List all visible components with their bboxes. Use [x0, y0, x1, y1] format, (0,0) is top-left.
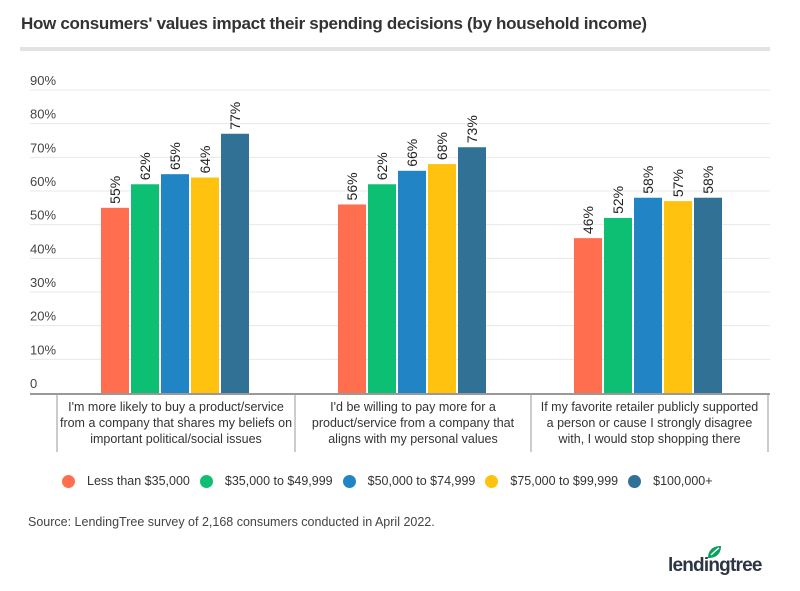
category-label-line: aligns with my personal values	[328, 432, 498, 446]
bar	[338, 204, 366, 393]
y-tick-label: 0	[30, 376, 37, 391]
legend-label: $100,000+	[653, 474, 713, 488]
lendingtree-logo: lendingtree	[668, 545, 773, 577]
bar-chart: 0 10% 20% 30% 40% 50% 60% 70% 80% 90% 55% 62% 65% 64%…	[30, 73, 770, 452]
logo-text: lendingtree	[668, 555, 762, 576]
bar	[694, 197, 722, 393]
bar	[191, 177, 219, 393]
category-label: If my favorite retailer publicly support…	[531, 399, 768, 447]
category-label: I'm more likely to buy a product/service…	[57, 399, 295, 447]
legend: Less than $35,000 $35,000 to $49,999 $50,0…	[62, 474, 723, 488]
category-label-line: I'm more likely to buy a product/service	[68, 400, 284, 414]
data-label: 77%	[227, 102, 243, 130]
data-label: 46%	[580, 206, 596, 234]
legend-item: $35,000 to $49,999	[199, 474, 333, 488]
bar	[221, 133, 249, 393]
data-label: 56%	[344, 172, 360, 200]
category-label-line: from a company that shares my beliefs on	[59, 416, 293, 430]
bar	[458, 147, 486, 393]
legend-swatch	[199, 474, 213, 488]
data-label: 52%	[610, 186, 626, 214]
category-label-line: important political/social issues	[90, 432, 262, 446]
bar	[574, 238, 602, 393]
y-tick-label: 70%	[30, 140, 56, 155]
bar	[101, 207, 129, 393]
bar	[161, 174, 189, 393]
y-tick-label: 50%	[30, 208, 56, 223]
legend-swatch	[62, 474, 75, 488]
legend-item: $100,000+	[628, 474, 713, 488]
category-label-line: If my favorite retailer publicly support…	[540, 400, 759, 414]
source-note: Source: LendingTree survey of 2,168 cons…	[28, 515, 435, 529]
leaf-icon	[708, 546, 721, 558]
bar	[368, 184, 396, 393]
data-label: 62%	[137, 152, 153, 180]
legend-swatch	[342, 474, 356, 488]
category-label-line: I'd be willing to pay more for a	[330, 400, 496, 414]
y-tick-label: 30%	[30, 275, 56, 290]
data-label: 57%	[670, 169, 686, 197]
category-label-line: with, I would stop shopping there	[558, 432, 741, 446]
legend-label: $50,000 to $74,999	[367, 474, 476, 488]
category-label-line: product/service from a company that	[311, 416, 515, 430]
category-label-line: a person or cause I strongly disagree	[546, 416, 753, 430]
y-tick-label: 40%	[30, 241, 56, 256]
y-tick-label: 60%	[30, 174, 56, 189]
data-label: 55%	[107, 176, 123, 204]
data-label: 65%	[167, 142, 183, 170]
data-label: 68%	[434, 132, 450, 160]
bar	[664, 201, 692, 393]
legend-label: $75,000 to $99,999	[510, 474, 619, 488]
legend-swatch	[628, 474, 642, 488]
data-label: 58%	[700, 166, 716, 194]
legend-item: Less than $35,000	[62, 474, 190, 488]
chart-title: How consumers' values impact their spend…	[21, 14, 647, 33]
legend-label: $35,000 to $49,999	[224, 474, 333, 488]
data-label: 73%	[464, 115, 480, 143]
data-label: 66%	[404, 139, 420, 167]
legend-label: Less than $35,000	[87, 474, 190, 488]
legend-swatch	[485, 474, 499, 488]
category-label: I'd be willing to pay more for a product/…	[295, 399, 531, 447]
data-label: 64%	[197, 146, 213, 174]
bar	[634, 197, 662, 393]
y-tick-label: 20%	[30, 309, 56, 324]
y-tick-label: 90%	[30, 73, 56, 88]
legend-item: $50,000 to $74,999	[342, 474, 476, 488]
data-label: 62%	[374, 152, 390, 180]
bar	[604, 217, 632, 393]
bar	[131, 184, 159, 393]
title-divider	[20, 47, 770, 51]
y-tick-label: 10%	[30, 342, 56, 357]
bar	[428, 164, 456, 393]
data-label: 58%	[640, 166, 656, 194]
legend-item: $75,000 to $99,999	[485, 474, 618, 488]
bar	[398, 170, 426, 393]
y-tick-label: 80%	[30, 107, 56, 122]
